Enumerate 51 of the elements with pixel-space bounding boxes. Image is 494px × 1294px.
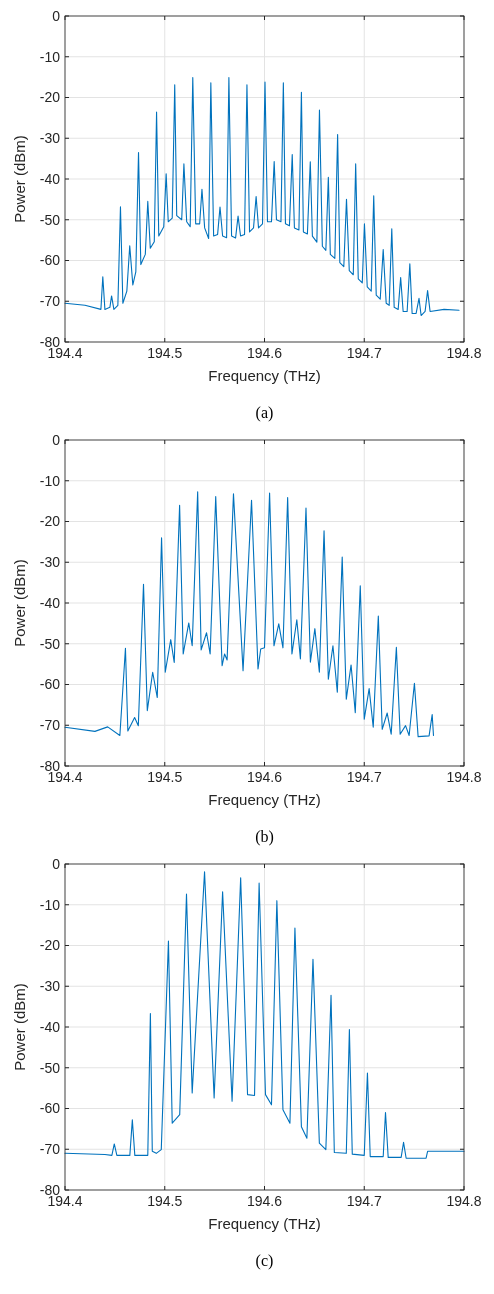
line-series — [64, 871, 465, 1159]
text: (b) — [255, 828, 274, 846]
y-tick-label: -10 — [39, 896, 61, 913]
x-tick-label: 194.6 — [246, 1193, 283, 1209]
y-tick-label: 0 — [52, 855, 61, 872]
x-tick-label: 194.8 — [446, 769, 482, 785]
y-tick-label: 0 — [52, 431, 61, 448]
x-tick-label: 194.7 — [346, 769, 382, 785]
x-tick-label: 194.7 — [346, 345, 382, 361]
y-tick-label: -30 — [39, 130, 61, 147]
y-tick-label: -20 — [39, 513, 61, 530]
y-tick-label: -30 — [39, 554, 61, 571]
y-axis-title: Power (dBm) — [11, 559, 28, 647]
x-axis-title: Frequency (THz) — [208, 1215, 321, 1232]
x-axis-title: Frequency (THz) — [208, 367, 321, 384]
x-tick-label: 194.7 — [346, 1193, 382, 1209]
y-tick-label: -40 — [39, 594, 61, 611]
y-tick-label: 0 — [52, 7, 61, 24]
y-tick-label: -60 — [39, 252, 61, 269]
y-tick-label: -80 — [39, 1181, 61, 1198]
y-tick-label: -10 — [39, 48, 61, 65]
y-tick-label: -50 — [39, 635, 61, 652]
x-tick-label: 194.5 — [147, 345, 183, 361]
y-tick-label: -70 — [39, 1141, 61, 1158]
y-tick-label: -20 — [39, 89, 61, 106]
x-axis-title: Frequency (THz) — [208, 791, 321, 808]
x-tick-label: 194.6 — [246, 345, 283, 361]
text: (a) — [255, 404, 274, 422]
y-tick-label: -50 — [39, 211, 61, 228]
line-series — [64, 76, 460, 317]
x-tick-label: 194.5 — [147, 1193, 183, 1209]
y-axis-title: Power (dBm) — [11, 135, 28, 223]
x-tick-label: 194.8 — [446, 1193, 482, 1209]
y-tick-label: -40 — [39, 1018, 61, 1035]
text: (c) — [255, 1252, 274, 1270]
y-tick-label: -70 — [39, 717, 61, 734]
x-tick-label: 194.5 — [147, 769, 183, 785]
y-tick-label: -20 — [39, 937, 61, 954]
x-tick-label: 194.8 — [446, 345, 482, 361]
y-tick-label: -50 — [39, 1059, 61, 1076]
y-tick-label: -80 — [39, 333, 61, 350]
y-tick-label: -40 — [39, 170, 61, 187]
y-tick-label: -10 — [39, 472, 61, 489]
line-series — [64, 491, 435, 738]
y-tick-label: -70 — [39, 293, 61, 310]
y-tick-label: -80 — [39, 757, 61, 774]
y-tick-label: -30 — [39, 978, 61, 995]
x-tick-label: 194.6 — [246, 769, 283, 785]
y-tick-label: -60 — [39, 1100, 61, 1117]
y-tick-label: -60 — [39, 676, 61, 693]
y-axis-title: Power (dBm) — [11, 983, 28, 1071]
